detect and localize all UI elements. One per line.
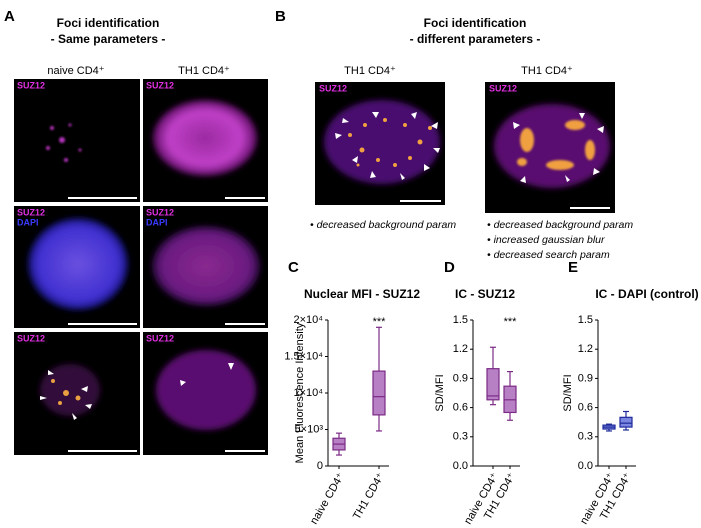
box <box>372 370 386 416</box>
y-tick-label: 1.5 <box>578 314 593 326</box>
stain-label: SUZ12 <box>17 333 45 343</box>
panel-letter: D <box>444 259 455 276</box>
panel-letter: C <box>288 259 299 276</box>
stain-label: SUZ12 <box>146 207 174 217</box>
y-tick-label: 0.6 <box>578 402 593 414</box>
stain-label: SUZ12 <box>17 80 45 90</box>
chart-title: IC - DAPI (control) <box>595 287 698 301</box>
chart-title: IC - SUZ12 <box>455 287 515 301</box>
column-header: naive CD4⁺ <box>47 65 104 77</box>
column-header: TH1 CD4⁺ <box>344 65 396 77</box>
y-tick-label: 0.0 <box>453 460 468 472</box>
scale-bar <box>400 200 610 209</box>
y-tick-label: 2×10⁴ <box>293 314 323 326</box>
y-axis-title: SD/MFI <box>434 374 446 411</box>
significance: *** <box>373 316 387 328</box>
micrograph <box>14 332 268 455</box>
box <box>619 416 633 428</box>
micrograph <box>315 82 615 213</box>
column-header: TH1 CD4⁺ <box>178 65 230 77</box>
significance: *** <box>504 316 518 328</box>
panel-letter: E <box>568 259 578 276</box>
stain-label: SUZ12 <box>146 333 174 343</box>
stain-label: SUZ12 <box>489 83 517 93</box>
note: • decreased search param <box>487 249 610 261</box>
y-tick-label: 1×10⁴ <box>293 387 323 399</box>
chart-title: Nuclear MFI - SUZ12 <box>304 287 420 301</box>
micrograph <box>14 206 268 328</box>
y-tick-label: 0.9 <box>578 372 593 384</box>
note: • decreased background param <box>487 219 633 231</box>
column-header: TH1 CD4⁺ <box>521 65 573 77</box>
x-tick-label: naive CD4⁺ <box>308 471 347 527</box>
y-tick-label: 1.5×10⁴ <box>284 350 323 362</box>
panel-title: Foci identification <box>57 16 160 30</box>
stain-label: DAPI <box>146 217 168 227</box>
y-tick-label: 0 <box>317 460 323 472</box>
panel-letter: A <box>4 8 15 25</box>
y-tick-label: 1.2 <box>453 343 468 355</box>
y-axis-title: SD/MFI <box>562 374 574 411</box>
y-tick-label: 0.6 <box>453 402 468 414</box>
stain-label: SUZ12 <box>146 80 174 90</box>
y-tick-label: 5×10³ <box>295 423 324 435</box>
panel-title: Foci identification <box>424 16 527 30</box>
y-tick-label: 1.2 <box>578 343 593 355</box>
y-tick-label: 0.0 <box>578 460 593 472</box>
y-axis-title: Mean Fluorescence Intensity <box>294 322 306 463</box>
note: • decreased background param <box>310 219 456 231</box>
stain-label: DAPI <box>17 217 39 227</box>
panel-subtitle: - Same parameters - <box>51 32 166 46</box>
micrograph <box>14 79 268 202</box>
note: • increased gaussian blur <box>487 234 605 246</box>
stain-label: SUZ12 <box>17 207 45 217</box>
box <box>486 368 500 401</box>
scale-bar <box>68 197 265 452</box>
y-tick-label: 0.3 <box>453 431 468 443</box>
y-tick-label: 0.9 <box>453 372 468 384</box>
y-tick-label: 0.3 <box>578 431 593 443</box>
y-tick-label: 1.5 <box>453 314 468 326</box>
panel-subtitle: - different parameters - <box>410 32 541 46</box>
x-tick-label: TH1 CD4⁺ <box>351 471 387 522</box>
panel-letter: B <box>275 8 286 25</box>
stain-label: SUZ12 <box>319 83 347 93</box>
